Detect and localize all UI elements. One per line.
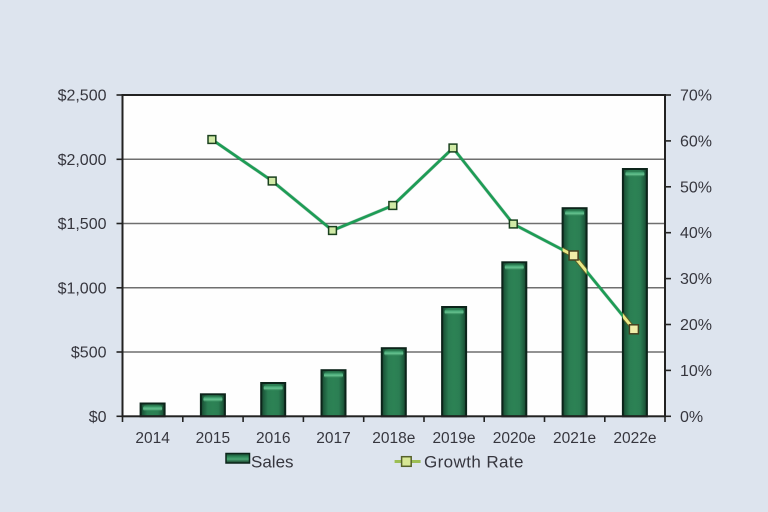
svg-text:$2,000: $2,000	[58, 152, 107, 169]
svg-text:2017: 2017	[316, 430, 350, 447]
svg-text:2014: 2014	[135, 430, 170, 447]
svg-text:$0: $0	[89, 409, 107, 426]
svg-text:Growth Rate: Growth Rate	[424, 453, 524, 472]
svg-text:2021e: 2021e	[553, 430, 596, 447]
svg-text:40%: 40%	[680, 225, 712, 242]
svg-text:$500: $500	[71, 345, 107, 362]
svg-text:0%: 0%	[680, 409, 703, 426]
svg-text:60%: 60%	[680, 133, 712, 150]
svg-text:$2,500: $2,500	[58, 88, 107, 105]
svg-text:2018e: 2018e	[372, 430, 415, 447]
svg-text:2022e: 2022e	[613, 430, 656, 447]
svg-text:10%: 10%	[680, 363, 712, 380]
svg-text:$1,000: $1,000	[58, 280, 107, 297]
svg-text:20%: 20%	[680, 317, 712, 334]
svg-text:70%: 70%	[680, 88, 712, 105]
svg-text:Sales: Sales	[251, 453, 294, 472]
svg-text:2019e: 2019e	[432, 430, 475, 447]
svg-text:2020e: 2020e	[493, 430, 536, 447]
svg-text:2015: 2015	[196, 430, 230, 447]
svg-text:2016: 2016	[256, 430, 290, 447]
svg-text:$1,500: $1,500	[58, 216, 107, 233]
svg-text:50%: 50%	[680, 179, 712, 196]
svg-text:30%: 30%	[680, 271, 712, 288]
